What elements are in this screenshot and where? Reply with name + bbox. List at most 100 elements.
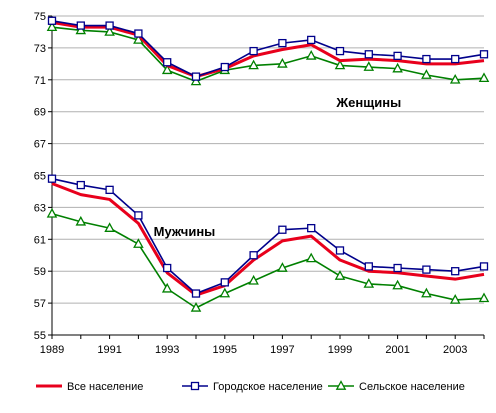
series-line-men-3 [51,182,485,297]
point-men-4-1997 [278,225,287,234]
y-tick-label-61: 61 [34,234,46,246]
point-women-1-1992 [134,29,143,38]
point-women-1-1996 [249,46,258,56]
annotation-1: Мужчины [154,224,216,239]
x-tick-label-1993: 1993 [155,344,179,356]
point-men-5-1998 [305,252,317,263]
point-women-2-2000 [363,61,375,71]
point-women-2-1989 [46,21,58,32]
y-tick-label-55: 55 [34,330,46,342]
point-women-2-1997 [277,57,288,68]
point-men-5-1995 [219,287,231,298]
point-men-4-2001 [393,263,402,273]
point-women-2-1991 [104,26,115,36]
y-tick-label-71: 71 [34,75,46,87]
point-men-5-2002 [421,287,432,298]
point-women-2-1998 [305,50,317,60]
point-women-1-1994 [191,72,201,81]
legend-label-1: Городское население [213,381,323,393]
point-men-5-2003 [449,294,461,304]
point-women-1-1991 [105,21,114,30]
point-women-1-1999 [335,46,345,56]
axes [48,15,485,339]
series-line-women-2 [51,26,485,83]
point-women-1-2001 [393,51,402,61]
annotations: Женщины Мужчины [154,95,401,239]
y-tick-labels: 55 57 59 61 63 65 67 69 71 73 75 [34,11,46,342]
point-men-4-2003 [451,267,460,276]
series-men-3 [51,182,485,297]
series-men-5 [46,207,490,312]
legend-label-0: Все население [67,381,143,393]
point-men-5-1999 [334,270,346,280]
legend-item-0: Все население [36,381,143,393]
point-women-1-2002 [422,54,431,64]
point-men-4-1990 [76,180,85,190]
series-women-0 [51,20,485,79]
point-men-4-1998 [307,223,316,233]
point-men-5-1992 [133,238,144,248]
point-women-2-2002 [421,69,432,79]
x-tick-label-1991: 1991 [97,344,121,356]
x-tick-label-1999: 1999 [328,344,352,356]
y-tick-label-73: 73 [34,43,46,55]
point-men-5-1989 [46,207,58,218]
x-tick-label-2003: 2003 [443,344,467,356]
point-women-1-2000 [364,50,373,59]
x-tick-label-1989: 1989 [40,344,64,356]
series-men-4 [47,174,489,298]
point-women-1-2003 [451,54,460,64]
point-men-4-1999 [335,246,345,255]
legend-marker-1 [190,381,200,391]
point-men-5-1996 [248,274,259,285]
point-women-1-1989 [47,16,57,25]
point-men-4-1992 [134,211,143,220]
series-line-women-1 [51,19,485,78]
point-men-4-1995 [220,278,229,287]
y-tick-label-59: 59 [34,266,46,278]
legend-label-2: Сельское население [359,381,465,393]
point-men-4-1994 [191,289,201,298]
legend-item-1: Городское население [182,381,323,393]
point-women-1-2004 [479,50,489,59]
point-women-1-1997 [278,38,287,48]
y-tick-label-63: 63 [34,202,46,214]
point-women-1-1990 [76,21,85,30]
point-men-4-2000 [364,262,373,271]
point-men-5-1993 [161,282,173,293]
x-tick-labels: 1989 1991 1993 1995 1997 1999 2001 2003 [40,344,468,356]
x-tick-label-1995: 1995 [213,344,237,356]
series-line-men-4 [51,177,485,295]
point-men-5-1991 [104,222,115,232]
legend-item-2: Сельское население [328,380,465,393]
series-line-women-0 [51,20,485,79]
point-women-2-2003 [449,73,461,84]
point-women-2-2004 [478,72,490,83]
series-line-men-5 [51,213,485,309]
y-tick-label-65: 65 [34,171,46,183]
point-men-5-1990 [75,215,87,226]
y-tick-label-57: 57 [34,298,46,310]
point-men-4-2002 [422,265,431,274]
point-women-2-2001 [392,62,403,73]
point-women-2-1993 [161,64,173,75]
point-women-2-1996 [248,59,259,70]
y-tick-label-67: 67 [34,139,46,151]
point-men-4-1993 [163,263,172,273]
point-men-5-1994 [190,302,202,312]
point-men-5-2000 [363,278,375,288]
point-men-4-1991 [105,185,114,195]
y-tick-label-69: 69 [34,107,46,119]
series-women-1 [47,16,489,81]
point-men-5-2001 [392,279,403,290]
point-men-4-1996 [249,251,258,260]
point-men-5-1997 [277,262,288,272]
y-tick-label-75: 75 [34,11,46,23]
annotation-0: Женщины [335,95,401,110]
gridlines [52,15,484,336]
point-women-1-1998 [307,35,316,45]
legend-marker-2 [335,380,347,390]
point-women-1-1993 [163,58,172,67]
point-men-5-2004 [478,292,490,303]
